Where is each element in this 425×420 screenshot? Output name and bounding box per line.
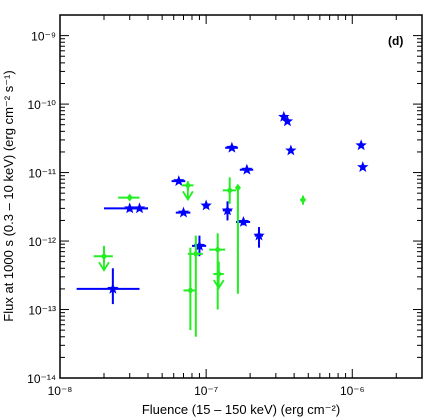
y-tick-label: 10⁻¹¹ <box>28 167 56 181</box>
series-1 <box>93 177 306 337</box>
diamond-marker <box>184 181 191 190</box>
y-tick-label: 10⁻¹³ <box>28 304 56 318</box>
x-tick-label: 10⁻⁶ <box>340 384 365 398</box>
data-point <box>76 268 140 305</box>
data-point <box>181 181 194 202</box>
data-point <box>299 195 306 205</box>
data-point <box>221 201 234 221</box>
diamond-marker <box>187 286 194 295</box>
x-axis-label: Fluence (15 – 150 keV) (erg cm⁻²) <box>142 402 340 417</box>
star-marker <box>285 144 297 156</box>
plot-frame <box>59 14 423 379</box>
diamond-marker <box>126 193 133 202</box>
y-axis-label: Flux at 1000 s (0.3 – 10 keV) (erg cm⁻² … <box>1 70 16 321</box>
star-marker <box>177 206 190 218</box>
y-tick-label: 10⁻¹² <box>28 235 56 249</box>
star-marker <box>200 199 212 211</box>
tick-labels: 10⁻⁸ 10⁻⁷ 10⁻⁶ 10⁻¹⁴ 10⁻¹³ 10⁻¹² 10⁻¹¹ 10⁻¹⁰ 10⁻… <box>27 30 364 398</box>
diamond-marker <box>214 245 221 254</box>
axis-ticks <box>59 14 423 379</box>
data-point <box>225 141 238 153</box>
star-marker <box>237 215 250 227</box>
data-point <box>118 193 140 202</box>
star-marker <box>355 139 367 151</box>
data-point <box>222 177 236 204</box>
data-point <box>129 202 148 214</box>
data-point <box>253 227 265 248</box>
data-point <box>285 144 297 156</box>
x-tick-label: 10⁻⁸ <box>48 384 73 398</box>
series-0 <box>76 110 369 305</box>
star-marker <box>226 141 238 153</box>
star-marker <box>221 204 234 216</box>
star-marker <box>133 202 146 214</box>
diamond-marker <box>100 252 107 261</box>
data-series <box>76 110 369 337</box>
data-point <box>239 163 254 175</box>
star-marker <box>193 239 206 251</box>
y-tick-label: 10⁻¹⁰ <box>28 98 57 112</box>
data-point <box>234 183 241 294</box>
star-marker <box>124 202 136 214</box>
diamond-marker <box>299 195 306 204</box>
data-point <box>175 206 191 218</box>
star-marker <box>281 115 294 127</box>
star-marker <box>173 175 185 186</box>
data-point <box>171 175 186 186</box>
star-marker <box>253 229 265 241</box>
y-tick-label: 10⁻⁹ <box>31 30 56 44</box>
diamond-marker <box>226 186 233 195</box>
diamond-marker <box>234 183 241 192</box>
data-point <box>281 115 294 127</box>
x-tick-label: 10⁻⁷ <box>194 384 218 398</box>
data-point <box>187 235 203 337</box>
star-marker <box>278 110 290 122</box>
data-point <box>212 261 225 290</box>
data-point <box>93 245 113 272</box>
data-point <box>278 110 290 122</box>
data-point <box>183 247 197 331</box>
data-point <box>357 161 369 172</box>
star-marker <box>357 161 369 172</box>
panel-label: (d) <box>388 34 403 48</box>
diamond-marker <box>215 270 222 279</box>
star-marker <box>241 163 253 175</box>
diamond-marker <box>192 249 199 258</box>
data-point <box>355 139 367 151</box>
data-point <box>191 235 207 257</box>
data-point <box>200 199 212 211</box>
y-tick-label: 10⁻¹⁴ <box>27 372 56 386</box>
star-marker <box>107 282 119 294</box>
data-point <box>209 233 226 310</box>
